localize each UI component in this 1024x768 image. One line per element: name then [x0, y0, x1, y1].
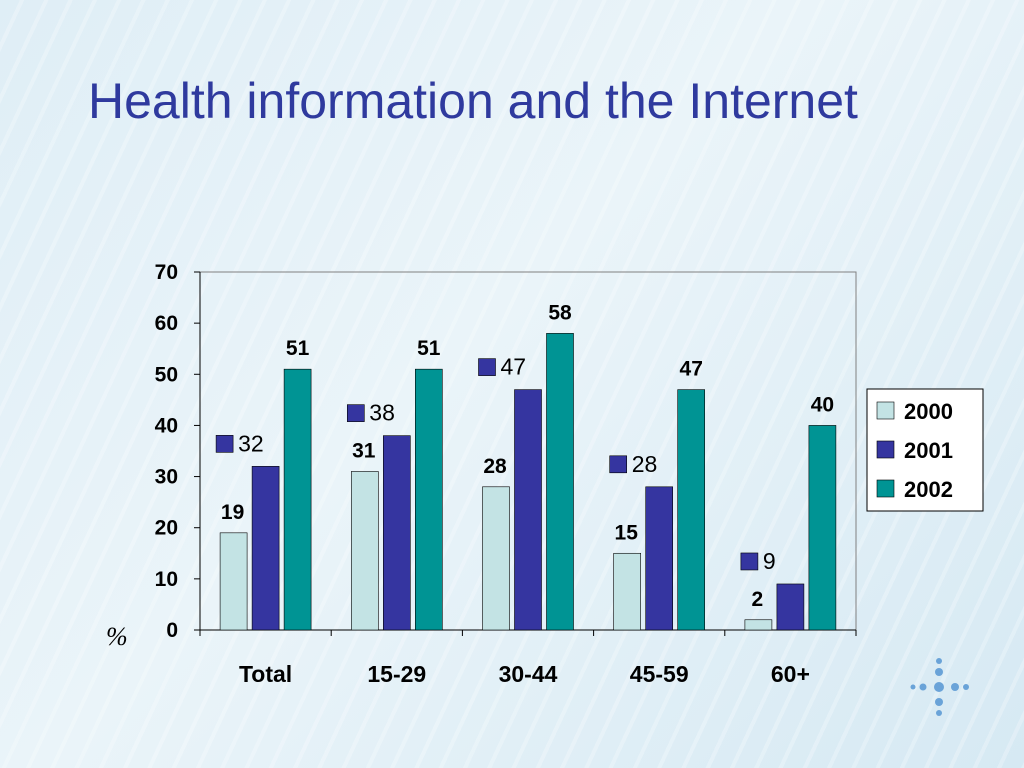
x-category-label: 45-59 [630, 661, 689, 687]
data-label: 47 [501, 354, 527, 380]
bars [219, 333, 837, 631]
data-label: 51 [286, 337, 310, 360]
y-tick-label: 60 [155, 312, 178, 335]
y-unit-label: % [106, 622, 128, 651]
data-label: 47 [680, 358, 703, 381]
data-label: 58 [548, 301, 572, 324]
data-label: 38 [369, 400, 395, 426]
bar-2002 [414, 368, 443, 631]
bar-2001 [645, 486, 674, 631]
dot-cross-logo-icon [910, 658, 969, 716]
bar-2000 [350, 471, 379, 631]
y-tick-label: 20 [155, 517, 178, 540]
data-label: 28 [632, 451, 658, 477]
bar-2001 [382, 435, 411, 631]
slide-title: Health information and the Internet [88, 73, 858, 129]
data-label: 28 [483, 455, 507, 478]
bar-2000 [744, 619, 773, 631]
bar-2000 [613, 552, 642, 631]
legend-swatch-2001 [876, 440, 895, 459]
bar-2002 [283, 368, 312, 631]
bar-2002 [808, 425, 837, 631]
y-tick-label: 30 [155, 466, 178, 489]
data-label-key [740, 552, 759, 571]
data-label: 9 [763, 548, 776, 574]
x-category-label: 60+ [771, 661, 810, 687]
y-tick-label: 40 [155, 414, 178, 437]
data-label: 51 [417, 337, 441, 360]
legend-entry: 2001 [904, 438, 953, 463]
x-axis: Total 15-29 30-44 45-59 60+ [199, 629, 857, 687]
y-tick-label: 70 [155, 261, 178, 284]
legend-entry: 2000 [904, 399, 953, 424]
legend-swatch-2002 [876, 479, 895, 498]
bar-2001 [514, 389, 542, 631]
x-category-label: 15-29 [367, 661, 426, 687]
y-tick-label: 10 [155, 568, 178, 591]
data-label-key [346, 404, 365, 422]
data-label-key [609, 455, 628, 474]
data-label: 32 [238, 430, 264, 456]
bar-2000 [482, 486, 510, 631]
bar-2000 [219, 532, 248, 631]
y-tick-label: 50 [155, 363, 178, 386]
data-label: 19 [221, 501, 244, 524]
legend-entry: 2002 [904, 477, 953, 502]
legend-swatch-2000 [876, 401, 895, 420]
x-category-label: 30-44 [499, 661, 558, 687]
data-label-key [215, 435, 234, 453]
legend: 2000 2001 2002 [866, 388, 984, 512]
bar-2001 [251, 466, 280, 631]
data-label: 2 [752, 588, 764, 611]
data-label: 31 [352, 439, 376, 462]
x-category-label: Total [239, 661, 292, 687]
bar-2001 [776, 583, 805, 631]
y-axis: 0 10 20 30 40 50 60 70 [155, 261, 201, 642]
bar-2002 [677, 389, 706, 631]
y-tick-label: 0 [166, 619, 178, 642]
data-labels: 19 32 51 31 38 51 28 47 58 15 28 47 2 9 40 [215, 301, 834, 611]
data-label: 15 [615, 521, 639, 544]
bar-2002 [546, 333, 574, 631]
data-label-key [478, 358, 496, 376]
data-label: 40 [811, 393, 834, 416]
